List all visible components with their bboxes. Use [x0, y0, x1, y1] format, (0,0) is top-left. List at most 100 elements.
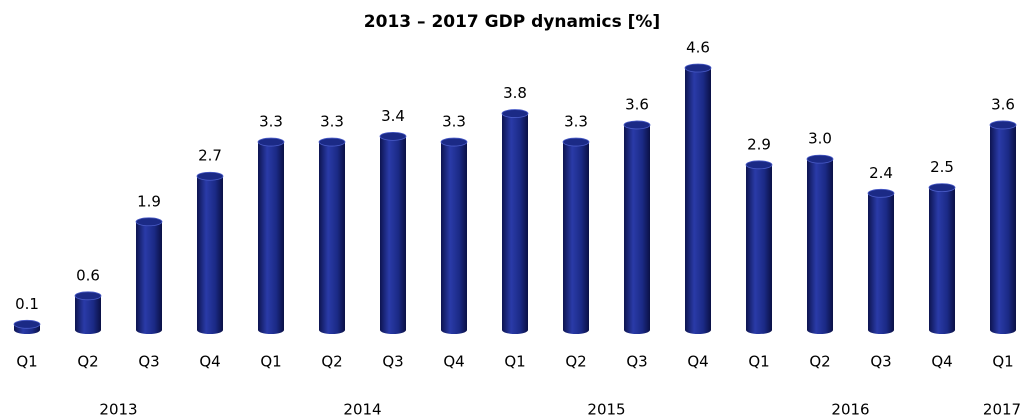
bar-base [502, 326, 528, 334]
data-label: 2.7 [198, 147, 222, 165]
bar-body [868, 193, 894, 330]
bar-base [75, 326, 101, 334]
x-tick-label: Q2 [321, 353, 342, 371]
bar [623, 120, 651, 334]
data-label: 0.1 [15, 295, 39, 313]
bar-body [197, 176, 223, 330]
data-label: 3.3 [320, 113, 344, 131]
bar-top [623, 120, 651, 130]
bar [989, 120, 1017, 334]
bar-base [563, 326, 589, 334]
bar-top [196, 171, 224, 181]
data-label: 3.0 [808, 130, 832, 148]
data-label: 3.6 [991, 95, 1015, 113]
data-label: 2.9 [747, 135, 771, 153]
x-tick-label: Q3 [138, 353, 159, 371]
bar [318, 137, 346, 334]
bar-body [502, 113, 528, 330]
bar-body [990, 124, 1016, 331]
bar [135, 217, 163, 334]
bar-body [136, 221, 162, 330]
x-tick-label: Q1 [504, 353, 525, 371]
bar-body [807, 159, 833, 330]
data-label: 0.6 [76, 266, 100, 284]
x-tick-label: Q1 [16, 353, 37, 371]
bar-top [867, 188, 895, 198]
bar [867, 188, 895, 334]
bar-body [75, 295, 101, 330]
data-label: 1.9 [137, 192, 161, 210]
bar-base [990, 326, 1016, 334]
x-tick-label: Q2 [77, 353, 98, 371]
bar-top [806, 154, 834, 164]
bar-top [74, 291, 102, 301]
bar-top [928, 183, 956, 193]
bar-top [562, 137, 590, 147]
x-tick-label: Q1 [260, 353, 281, 371]
bar [501, 109, 529, 334]
bar-base [441, 326, 467, 334]
data-label: 3.4 [381, 107, 405, 125]
bar-body [746, 164, 772, 330]
bar-base [685, 326, 711, 334]
data-label: 3.3 [564, 113, 588, 131]
bar [440, 137, 468, 334]
bar-body [380, 136, 406, 330]
bar-base [197, 326, 223, 334]
bar [196, 171, 224, 334]
bar-base [624, 326, 650, 334]
bar [257, 137, 285, 334]
chart-title: 2013 – 2017 GDP dynamics [%] [364, 12, 660, 32]
bar-base [929, 326, 955, 334]
bar-top [135, 217, 163, 227]
bar-base [258, 326, 284, 334]
x-tick-label: Q1 [748, 353, 769, 371]
bar-top [440, 137, 468, 147]
bar [562, 137, 590, 334]
bar-body [685, 68, 711, 330]
data-label: 2.4 [869, 164, 893, 182]
bar-top [379, 131, 407, 141]
bar-body [624, 124, 650, 331]
bar [806, 154, 834, 334]
x-tick-label: Q3 [626, 353, 647, 371]
bar-top [501, 109, 529, 118]
bar-body [441, 142, 467, 330]
x-tick-label: Q4 [443, 353, 464, 371]
bar-top [745, 160, 773, 170]
bar-body [929, 187, 955, 330]
x-group-label: 2015 [587, 401, 625, 419]
x-tick-label: Q3 [382, 353, 403, 371]
bar-base [807, 326, 833, 334]
x-group-label: 2014 [343, 401, 381, 419]
data-label: 3.6 [625, 95, 649, 113]
data-label: 3.8 [503, 84, 527, 102]
x-group-label: 2016 [831, 401, 869, 419]
bar-body [563, 142, 589, 330]
bar-body [258, 142, 284, 330]
data-label: 2.5 [930, 158, 954, 176]
x-tick-label: Q4 [931, 353, 952, 371]
x-tick-label: Q2 [565, 353, 586, 371]
x-tick-label: Q4 [199, 353, 220, 371]
bar [928, 183, 956, 334]
x-tick-label: Q2 [809, 353, 830, 371]
data-label: 3.3 [442, 113, 466, 131]
bar-body [319, 142, 345, 330]
x-group-label: 2017 [983, 401, 1021, 419]
bar-top [989, 120, 1017, 130]
bar [379, 131, 407, 334]
bar [745, 160, 773, 334]
bar-base [868, 326, 894, 334]
data-label: 4.6 [686, 39, 710, 57]
x-group-label: 2013 [99, 401, 137, 419]
bar-top [257, 137, 285, 147]
x-tick-label: Q4 [687, 353, 708, 371]
bar-base [380, 326, 406, 334]
bar-base [136, 326, 162, 334]
bar [13, 319, 41, 334]
bar [684, 63, 712, 334]
data-label: 3.3 [259, 113, 283, 131]
bar-base [746, 326, 772, 334]
